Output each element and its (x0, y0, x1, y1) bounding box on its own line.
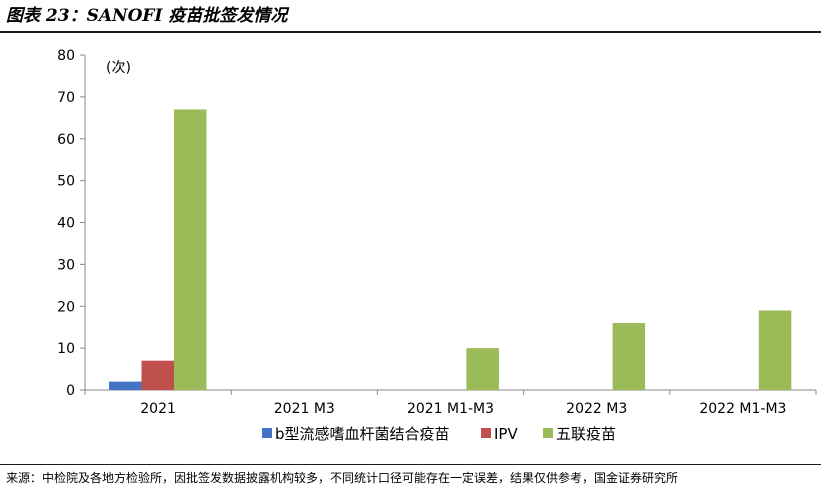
legend-label: b型流感嗜血杆菌结合疫苗 (275, 425, 450, 443)
y-tick-label: 30 (57, 257, 75, 273)
legend-swatch (262, 428, 272, 438)
bar (141, 360, 174, 390)
bar (758, 310, 792, 390)
y-tick-label: 40 (57, 216, 75, 232)
y-tick-label: 0 (66, 383, 75, 399)
legend-swatch (543, 428, 553, 438)
legend: b型流感嗜血杆菌结合疫苗 IPV 五联疫苗 (262, 425, 616, 443)
legend-label: IPV (494, 425, 518, 443)
y-tick-label: 60 (57, 132, 75, 148)
legend-swatch (481, 428, 491, 438)
title-divider (0, 31, 821, 33)
y-tick-label: 50 (57, 174, 75, 190)
x-tick-label: 2021 (140, 401, 176, 417)
x-tick-label: 2022 M3 (566, 401, 627, 417)
legend-label: 五联疫苗 (556, 425, 616, 443)
bar (109, 381, 142, 390)
bar (466, 348, 499, 390)
x-tick-label: 2021 M1-M3 (407, 401, 494, 417)
bar (174, 109, 207, 390)
y-unit-label: (次) (106, 60, 131, 76)
y-tick-label: 70 (57, 90, 75, 106)
x-axis: 2021 2021 M3 2021 M1-M3 2022 M3 2022 M1-M3 (84, 389, 817, 417)
y-tick-label: 10 (57, 341, 75, 357)
y-tick-label: 20 (57, 299, 75, 315)
bar-group (109, 109, 792, 390)
x-tick-label: 2022 M1-M3 (699, 401, 786, 417)
y-tick-label: 80 (57, 48, 75, 64)
y-axis: 0 10 20 30 40 50 60 70 80 (57, 48, 86, 399)
bar (612, 323, 646, 390)
source-note: 来源：中检院及各地方检验所，因批签发数据披露机构较多，不同统计口径可能存在一定误… (6, 471, 679, 485)
x-tick-label: 2021 M3 (274, 401, 335, 417)
footer-divider (0, 464, 821, 465)
chart-title: 图表 23：SANOFI 疫苗批签发情况 (6, 6, 288, 26)
